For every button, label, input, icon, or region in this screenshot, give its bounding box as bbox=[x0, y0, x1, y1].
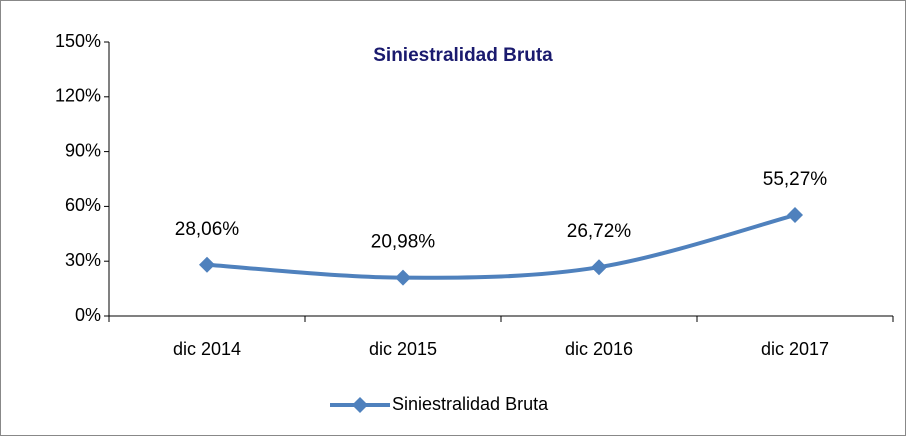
y-tick-label: 90% bbox=[65, 140, 101, 160]
marker bbox=[591, 259, 607, 276]
legend-marker bbox=[352, 397, 368, 413]
legend-label: Siniestralidad Bruta bbox=[392, 394, 549, 414]
x-tick-label: dic 2014 bbox=[173, 339, 241, 359]
value-label: 20,98% bbox=[371, 232, 436, 253]
x-tick-label: dic 2016 bbox=[565, 339, 633, 359]
value-label: 28,06% bbox=[175, 219, 240, 240]
marker bbox=[395, 269, 411, 286]
y-tick-label: 30% bbox=[65, 250, 101, 270]
y-tick-label: 60% bbox=[65, 195, 101, 215]
chart-title: Siniestralidad Bruta bbox=[373, 45, 553, 66]
marker bbox=[787, 207, 803, 224]
marker bbox=[199, 256, 215, 273]
value-label: 55,27% bbox=[763, 169, 828, 190]
value-label: 26,72% bbox=[567, 221, 632, 242]
x-tick-label: dic 2015 bbox=[369, 339, 437, 359]
y-tick-label: 150% bbox=[55, 31, 101, 51]
y-tick-label: 120% bbox=[55, 86, 101, 106]
series-line bbox=[206, 213, 796, 280]
x-tick-label: dic 2017 bbox=[761, 339, 829, 359]
y-tick-label: 0% bbox=[75, 305, 101, 325]
